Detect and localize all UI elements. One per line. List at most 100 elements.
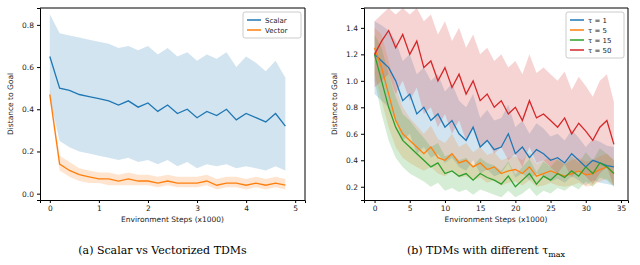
tick-mark [37, 194, 40, 195]
tick-mark [586, 200, 587, 203]
tick: 30 [581, 200, 591, 213]
tick-mark [445, 200, 446, 203]
x-axis: 0 5 10 15 20 25 30 35 [365, 200, 629, 213]
legend-swatch [570, 49, 584, 51]
y-axis-title: Distance to Goal [330, 73, 339, 135]
tick: 0.8 [346, 103, 364, 112]
tick-label: 0.6 [346, 130, 358, 139]
tick-label: 2 [146, 204, 151, 213]
panel: 051015202530350.20.40.60.81.01.21.4Envir… [330, 8, 629, 259]
axis-line [365, 201, 629, 204]
tick-mark [621, 200, 622, 203]
axis-line [37, 9, 41, 201]
tick-label: 1 [97, 204, 102, 213]
legend-swatch [247, 29, 261, 31]
tick-label: 0.2 [22, 147, 34, 156]
tick-mark [295, 200, 296, 203]
tick-label: 3 [195, 204, 200, 213]
axis-line [361, 9, 365, 201]
tick-label: 0.2 [346, 183, 358, 192]
caption: (a) Scalar vs Vectorized TDMs [78, 244, 247, 257]
legend-label: τ = 5 [588, 27, 607, 35]
tick-mark [148, 200, 149, 203]
tick: 10 [441, 200, 451, 213]
tick-mark [99, 200, 100, 203]
tick: 5 [408, 200, 413, 213]
caption-text: (a) Scalar vs Vectorized TDMs [78, 244, 247, 257]
tick-mark [375, 200, 376, 203]
tick-label: 5 [408, 204, 413, 213]
tick: 2 [146, 200, 151, 213]
y-axis-title: Distance to Goal [6, 73, 15, 135]
tick: 0 [48, 200, 53, 213]
tick-mark [361, 134, 364, 135]
tick: 15 [476, 200, 486, 213]
legend-swatch [570, 19, 584, 21]
legend-swatch [570, 39, 584, 41]
tick-label: 5 [293, 204, 298, 213]
tick: 25 [546, 200, 556, 213]
frame [40, 8, 305, 9]
tick-label: 0.8 [346, 103, 358, 112]
tick-mark [515, 200, 516, 203]
tick-mark [37, 151, 40, 152]
caption-text: (b) TDMs with different τ [407, 244, 548, 257]
legend-box [566, 12, 624, 58]
tick-label: 0.6 [22, 63, 34, 72]
tick-label: 0.0 [22, 190, 34, 199]
tick: 35 [617, 200, 627, 213]
tick: 0.0 [22, 190, 40, 199]
legend-label: Vector [265, 27, 287, 35]
tick-label: 1.0 [346, 77, 358, 86]
tick: 0.6 [22, 63, 40, 72]
tick-mark [361, 81, 364, 82]
tick: 1.0 [346, 77, 364, 86]
tick: 0 [373, 200, 378, 213]
x-axis-title: Environment Steps (x1000) [121, 215, 224, 224]
tick-label: 35 [617, 204, 627, 213]
tick: 0.8 [22, 21, 40, 30]
legend-box [243, 12, 301, 38]
y-axis: 0.00.20.40.60.8 [22, 9, 40, 201]
legend-swatch [570, 29, 584, 31]
tick: 1.2 [346, 50, 364, 59]
tick: 1 [97, 200, 102, 213]
line [375, 54, 614, 186]
legend: τ = 1τ = 5τ = 15τ = 50 [566, 12, 624, 58]
tick-label: 0 [48, 204, 53, 213]
caption-subscript: max [548, 250, 565, 259]
line [375, 54, 614, 167]
tick-mark [197, 200, 198, 203]
tick-label: 20 [511, 204, 521, 213]
tick: 0.2 [22, 147, 40, 156]
tick-label: 0.8 [22, 21, 34, 30]
legend-label: τ = 1 [588, 17, 607, 25]
panel: 0123450.00.20.40.60.8Environment Steps (… [6, 8, 306, 257]
tick-label: 30 [581, 204, 591, 213]
tick: 0.2 [346, 183, 364, 192]
line [375, 48, 614, 176]
tick-mark [361, 187, 364, 188]
legend-label: τ = 15 [588, 37, 611, 45]
line [50, 95, 286, 186]
tick-mark [361, 28, 364, 29]
tick-mark [361, 107, 364, 108]
tick-mark [551, 200, 552, 203]
tick-mark [37, 67, 40, 68]
tick: 1.4 [346, 24, 364, 33]
tick-label: 15 [476, 204, 486, 213]
band [50, 88, 286, 189]
tick: 20 [511, 200, 521, 213]
caption: (b) TDMs with different τmax [407, 244, 566, 259]
tick-label: 25 [546, 204, 556, 213]
legend: ScalarVector [243, 12, 301, 38]
tick-mark [361, 54, 364, 55]
legend-swatch [247, 19, 261, 21]
x-axis: 0 1 2 3 4 5 [41, 200, 306, 213]
tick-label: 1.4 [346, 24, 358, 33]
x-axis-title: Environment Steps (x1000) [444, 215, 547, 224]
tick-label: 4 [244, 204, 249, 213]
frame [364, 8, 628, 9]
tick-label: 1.2 [346, 50, 358, 59]
tick-mark [50, 200, 51, 203]
